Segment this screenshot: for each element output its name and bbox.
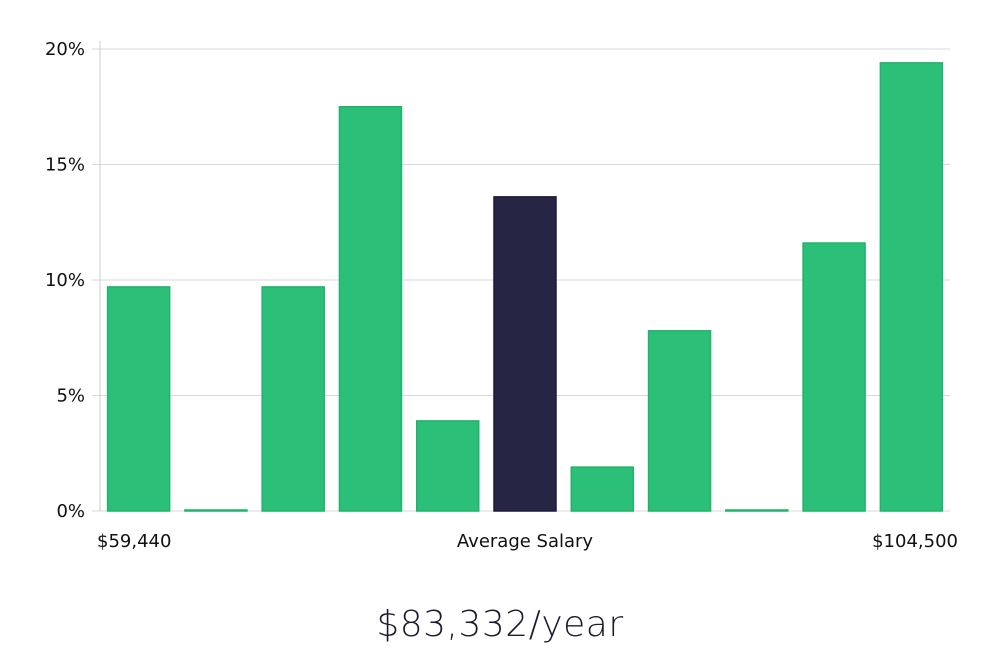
- bar: [415, 420, 480, 512]
- bar: [725, 509, 789, 512]
- salary-distribution-chart: 0% 5% 10% 15% 20% $59,440 Average Salary $10…: [45, 39, 958, 552]
- y-tick-label: 10%: [45, 270, 85, 291]
- bar: [647, 330, 712, 512]
- bar: [184, 509, 248, 512]
- bar-average-salary: [493, 196, 557, 512]
- y-tick-label: 15%: [45, 155, 85, 176]
- bar: [338, 106, 403, 512]
- x-center-label: Average Salary: [457, 531, 594, 552]
- bar: [261, 286, 325, 512]
- bar: [106, 286, 171, 512]
- y-tick-label: 0%: [56, 501, 85, 522]
- bar: [802, 242, 866, 512]
- bar: [570, 466, 635, 512]
- bars: [106, 62, 944, 512]
- x-right-label: $104,500: [872, 531, 958, 552]
- average-salary-value: $83,332/year: [376, 604, 624, 645]
- y-tick-label: 5%: [56, 386, 85, 407]
- y-tick-labels: 0% 5% 10% 15% 20%: [45, 39, 85, 522]
- y-tick-label: 20%: [45, 39, 85, 60]
- bar: [879, 62, 944, 512]
- x-left-label: $59,440: [97, 531, 171, 552]
